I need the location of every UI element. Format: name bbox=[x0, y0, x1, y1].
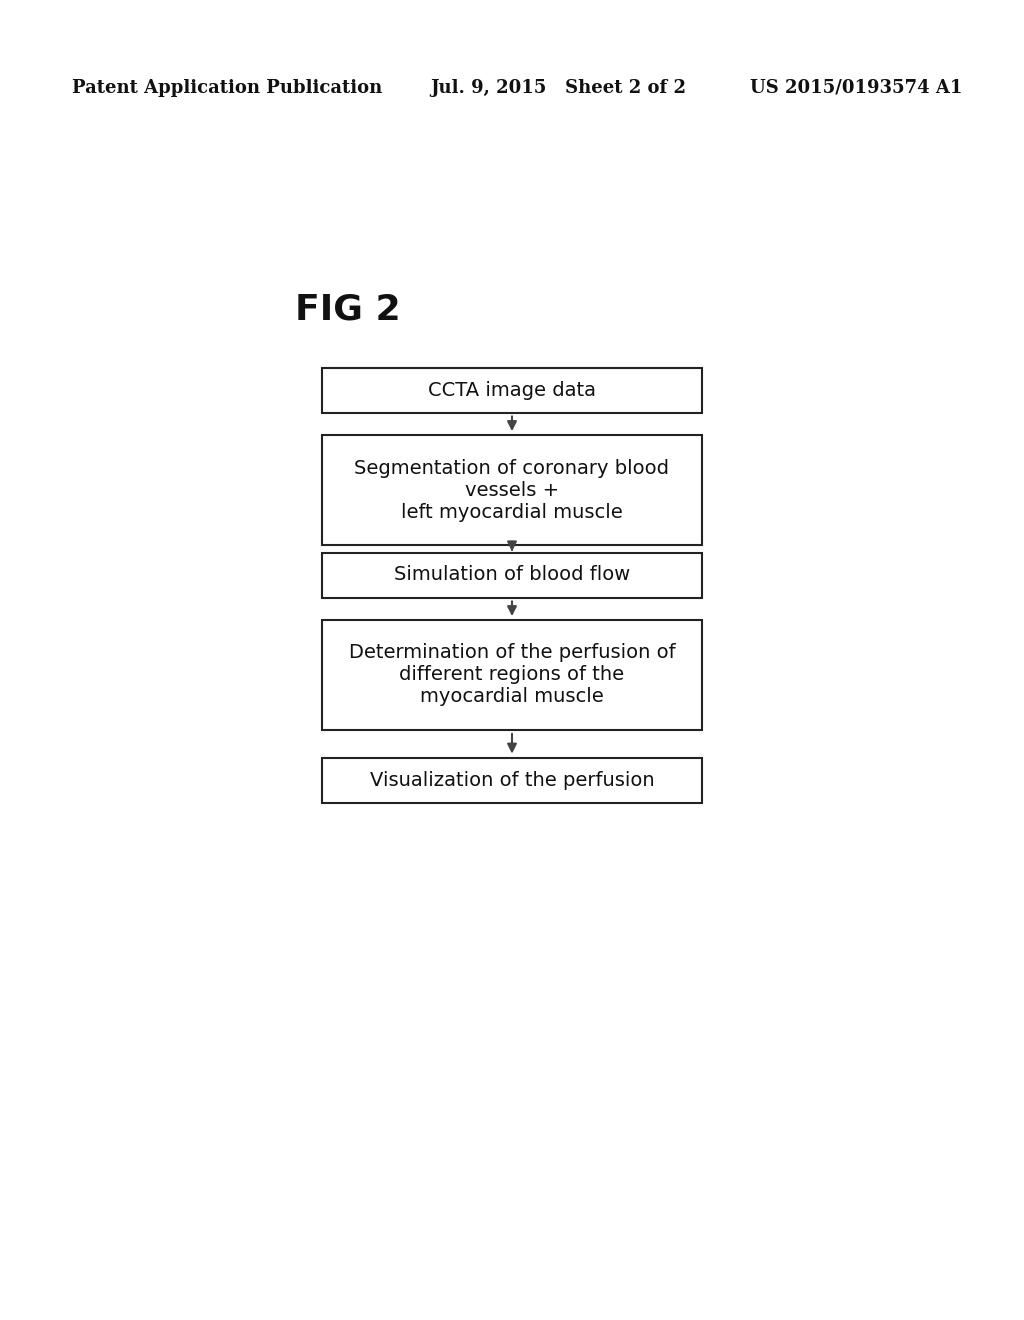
Text: CCTA image data: CCTA image data bbox=[428, 380, 596, 400]
Text: Patent Application Publication: Patent Application Publication bbox=[72, 79, 382, 96]
Text: US 2015/0193574 A1: US 2015/0193574 A1 bbox=[750, 79, 963, 96]
Bar bbox=[322, 553, 702, 598]
Text: Segmentation of coronary blood
vessels +
left myocardial muscle: Segmentation of coronary blood vessels +… bbox=[354, 458, 670, 521]
Bar bbox=[322, 758, 702, 803]
Text: Jul. 9, 2015   Sheet 2 of 2: Jul. 9, 2015 Sheet 2 of 2 bbox=[430, 79, 686, 96]
Text: Simulation of blood flow: Simulation of blood flow bbox=[394, 565, 630, 585]
Text: Visualization of the perfusion: Visualization of the perfusion bbox=[370, 771, 654, 789]
Bar bbox=[322, 367, 702, 412]
Text: FIG 2: FIG 2 bbox=[295, 293, 400, 327]
Bar bbox=[322, 620, 702, 730]
Bar bbox=[322, 436, 702, 545]
Text: Determination of the perfusion of
different regions of the
myocardial muscle: Determination of the perfusion of differ… bbox=[349, 644, 675, 706]
